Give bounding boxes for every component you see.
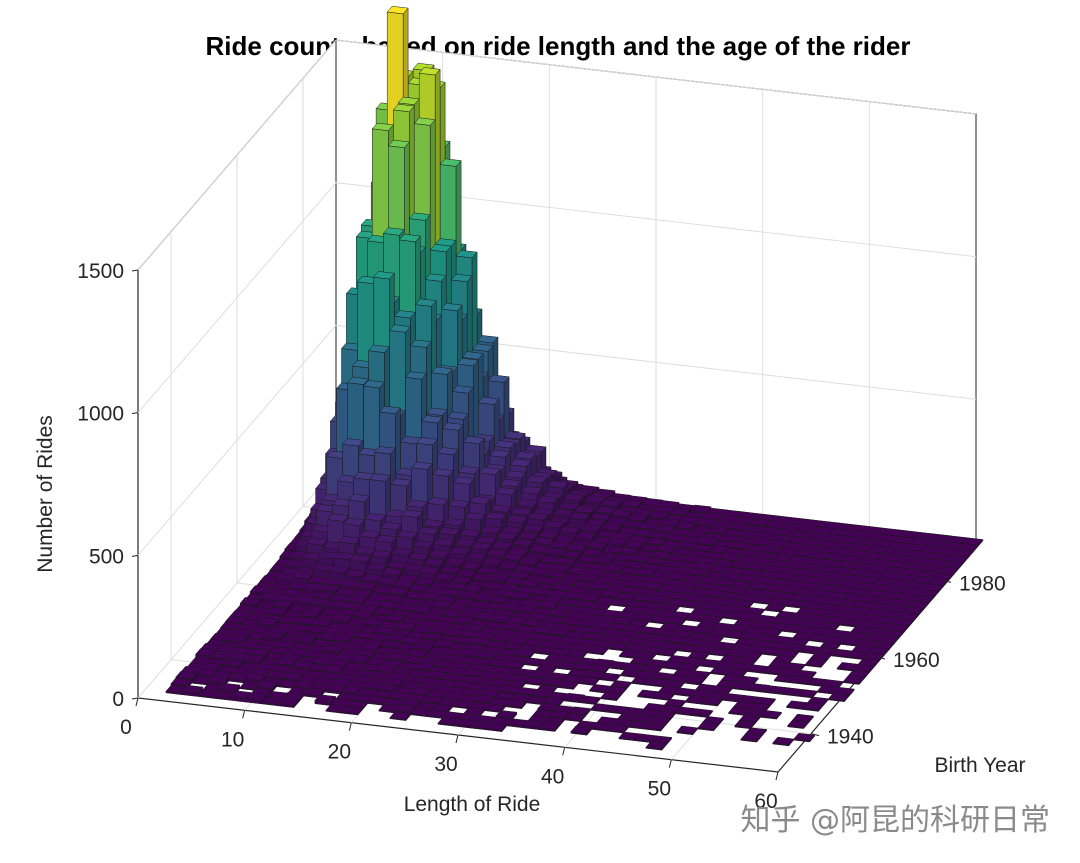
bar-face-top (493, 440, 516, 449)
bar-cell (842, 675, 865, 686)
bar-cell (951, 548, 974, 559)
bar-face-top (562, 493, 585, 502)
bar-face-top (632, 528, 655, 537)
bar-face-top (455, 250, 478, 259)
bar-face-top (696, 537, 719, 546)
bar-face-top (557, 501, 580, 511)
bar-face-top (600, 522, 623, 531)
bar-face-top (471, 343, 494, 352)
chart-title: Ride counts based on ride length and the… (206, 31, 911, 61)
bar-face-top (573, 505, 596, 514)
bar-face-top (461, 351, 484, 360)
bar-face-top (727, 522, 750, 531)
bar-face-top (499, 478, 522, 488)
bar-cell (764, 603, 787, 613)
bar-face-top (599, 499, 622, 508)
bar-face-top (568, 511, 591, 521)
bar-face-top (536, 495, 559, 504)
bar-face-top (487, 374, 510, 383)
bar-face-top (594, 506, 617, 515)
bar-face-top (728, 541, 751, 550)
bar-face-top (647, 510, 670, 519)
bar-face-top (439, 158, 462, 167)
bar-face-top (504, 470, 527, 479)
bar-face-top (626, 513, 649, 522)
bar-face-top (717, 533, 740, 543)
bar-face-top (689, 504, 712, 513)
bar-face-top (429, 244, 452, 253)
bar-cells (165, 6, 984, 751)
bar-face-top (509, 458, 532, 467)
bar-face-top (552, 508, 575, 517)
bar-cell (600, 691, 622, 702)
bar-face-top (514, 451, 537, 460)
bar-face-top (840, 554, 863, 563)
bar-face-top (579, 524, 602, 533)
bar-face-top (477, 396, 500, 405)
bar-face-top (546, 480, 569, 489)
bar-face-top (674, 521, 697, 530)
bar-face-top (583, 495, 606, 504)
bar-face-top (397, 96, 420, 105)
bar-face-top (386, 6, 409, 15)
bar-face-top (371, 122, 394, 131)
bar-face-top (707, 545, 730, 554)
bar-face-top (451, 385, 474, 394)
bar-face-top (503, 431, 526, 440)
bar-face-top (695, 517, 718, 527)
bar-face-top (643, 537, 666, 546)
bar-face-top (398, 233, 421, 243)
bar-face-top (760, 545, 783, 554)
bar-face-top (430, 366, 453, 375)
bar-face-top (408, 212, 431, 221)
bar-face-top (478, 466, 501, 476)
bar-face-top (668, 507, 691, 516)
bar-face-top (748, 518, 771, 527)
bar-face-top (706, 526, 729, 535)
bar-face-top (620, 499, 643, 508)
bar-cell (827, 692, 850, 703)
bar-face-top (675, 541, 698, 550)
bar-face-top (476, 335, 499, 344)
bar-face-top (418, 67, 441, 76)
bar-face-top (382, 227, 405, 236)
bar-face-top (392, 103, 415, 113)
bar-face-top (488, 449, 511, 458)
bar-cell (804, 658, 827, 669)
bar-face-top (440, 303, 463, 312)
bar-face-top (637, 521, 660, 530)
bar-face-top (450, 273, 473, 283)
bar-face-top (653, 524, 676, 533)
bar-face-top (456, 358, 479, 367)
bar-cell (734, 719, 757, 730)
bar-face-top (648, 530, 671, 540)
bar-face-top (413, 117, 436, 126)
bar-face-top (414, 298, 437, 307)
bar-face-top (525, 475, 548, 484)
bar-face-top (515, 499, 538, 508)
bar-face-top (520, 486, 543, 495)
bar-face-top (664, 533, 687, 542)
bar-face-top (462, 436, 485, 445)
bar-cell (787, 719, 810, 730)
bar-face-top (610, 509, 633, 518)
bar-face-top (446, 411, 469, 420)
bar-face-top (387, 139, 410, 148)
bar-face-top (424, 273, 447, 282)
